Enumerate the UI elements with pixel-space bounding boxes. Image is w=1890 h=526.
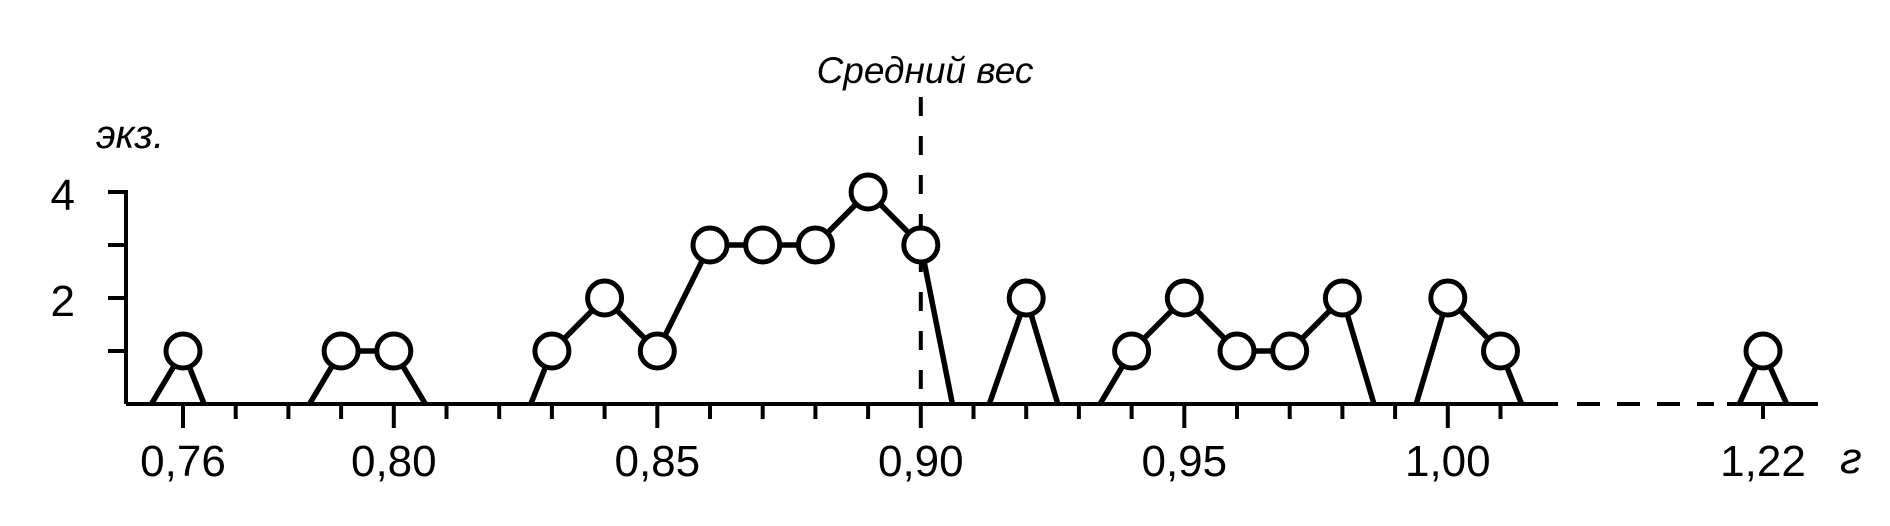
data-point-marker (690, 225, 730, 265)
data-point-marker (1112, 331, 1152, 371)
data-point-marker (1743, 331, 1783, 371)
x-tick-label: 0,85 (614, 437, 700, 486)
x-tick-label: 0,90 (878, 437, 964, 486)
x-axis-unit: г (1840, 434, 1862, 483)
data-point-markers (163, 172, 1783, 371)
data-point-marker (795, 225, 835, 265)
data-point-marker (163, 331, 203, 371)
frequency-polyline (528, 188, 956, 406)
x-tick-label: 0,95 (1141, 437, 1227, 486)
data-point-marker (848, 172, 888, 212)
data-point-marker (1428, 278, 1468, 318)
x-tick-label: 1,22 (1720, 437, 1806, 486)
data-point-marker (374, 331, 414, 371)
axis-ticks: 0,76 0,80 0,85 0,90 0,95 1,00 1,22 (108, 190, 1806, 486)
data-point-marker (901, 225, 941, 265)
y-tick-label-4: 4 (51, 171, 75, 220)
x-tick-label: 0,80 (351, 437, 437, 486)
data-point-marker (1217, 331, 1257, 371)
axes (124, 190, 1818, 406)
frequency-polyline-group (149, 188, 1790, 406)
y-tick-label-2: 2 (51, 277, 75, 326)
mean-weight-annotation: Средний вес (817, 50, 1034, 91)
data-point-marker (1270, 331, 1310, 371)
frequency-polyline (1413, 292, 1525, 406)
data-point-marker (1322, 278, 1362, 318)
data-point-marker (532, 331, 572, 371)
data-point-marker (1164, 278, 1204, 318)
data-point-marker (637, 331, 677, 371)
x-tick-label: 0,76 (140, 437, 226, 486)
data-point-marker (585, 278, 625, 318)
data-point-marker (321, 331, 361, 371)
data-point-marker (1006, 278, 1046, 318)
frequency-polyline (307, 348, 428, 406)
data-point-marker (743, 225, 783, 265)
y-axis-title: экз. (96, 113, 164, 157)
data-point-marker (1481, 331, 1520, 371)
x-tick-label: 1,00 (1405, 437, 1491, 486)
